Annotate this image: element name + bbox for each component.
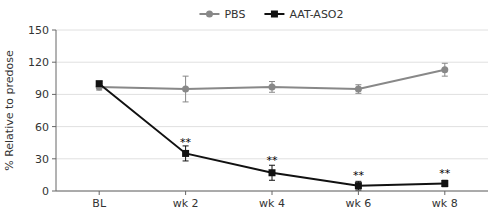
legend-item: AAT-ASO2: [264, 8, 343, 21]
y-tick: [52, 94, 56, 95]
error-cap: [269, 180, 275, 181]
chart-container: 0 30 60 90 120 150 BL wk 2 wk 4 wk 6 wk 8 % Relativ…: [0, 0, 500, 215]
y-tick-label: 90: [35, 88, 49, 101]
error-bar: [442, 180, 448, 186]
y-tick: [52, 158, 56, 159]
x-tick: [272, 191, 273, 195]
significance-label: **: [180, 136, 192, 149]
error-bar: [442, 63, 448, 76]
significance-label: **: [267, 154, 279, 167]
y-tick-label: 0: [42, 185, 49, 198]
error-cap: [183, 160, 189, 161]
significance-label: **: [353, 169, 365, 182]
x-tick: [358, 191, 359, 195]
grid-line: [56, 62, 488, 63]
y-tick: [52, 62, 56, 63]
error-cap: [269, 92, 275, 93]
y-tick-label: 120: [28, 56, 49, 69]
legend-label: PBS: [224, 8, 245, 21]
y-tick: [52, 126, 56, 127]
error-cap: [355, 189, 361, 190]
legend-swatch-marker: [271, 11, 278, 18]
grid-line: [56, 94, 488, 95]
x-tick-label: wk 2: [173, 197, 199, 210]
x-tick: [185, 191, 186, 195]
significance-label: **: [439, 167, 451, 180]
point-marker: [355, 86, 362, 93]
point-marker: [355, 182, 362, 189]
error-bar: [355, 85, 361, 94]
y-tick-label: 60: [35, 121, 49, 134]
error-bar: [269, 82, 275, 93]
legend: PBS AAT-ASO2: [199, 8, 343, 21]
point-marker: [182, 150, 189, 157]
grid-line: [56, 30, 488, 31]
point-marker: [269, 83, 276, 90]
chart: 0 30 60 90 120 150 BL wk 2 wk 4 wk 6 wk 8 % Relativ…: [0, 0, 500, 215]
x-tick-label: wk 6: [345, 197, 371, 210]
annotations: ** ** ** **: [180, 136, 451, 182]
axes: 0 30 60 90 120 150 BL wk 2 wk 4 wk 6 wk 8: [28, 24, 488, 210]
y-tick-label: 150: [28, 24, 49, 37]
grid-line: [56, 126, 488, 127]
x-tick-label: wk 4: [259, 197, 285, 210]
y-axis-line: [56, 30, 57, 191]
error-cap: [183, 76, 189, 77]
legend-swatch-marker: [206, 11, 213, 18]
point-marker: [269, 169, 276, 176]
x-tick-label: wk 8: [432, 197, 458, 210]
x-tick: [444, 191, 445, 195]
error-bar: [269, 165, 275, 180]
y-axis-label: % Relative to predose: [3, 50, 16, 171]
point-marker: [441, 180, 448, 187]
error-cap: [442, 63, 448, 64]
x-tick: [99, 191, 100, 195]
legend-label: AAT-ASO2: [289, 8, 343, 21]
point-marker: [182, 86, 189, 93]
y-tick: [52, 30, 56, 31]
error-cap: [355, 93, 361, 94]
point-marker: [441, 66, 448, 73]
series-line: [99, 84, 445, 186]
error-cap: [355, 84, 361, 85]
x-tick-label: BL: [92, 197, 107, 210]
y-tick-label: 30: [35, 153, 49, 166]
point-marker: [96, 80, 103, 87]
plot-data: [96, 63, 449, 190]
error-cap: [183, 101, 189, 102]
legend-item: PBS: [199, 8, 245, 21]
y-tick: [52, 191, 56, 192]
error-cap: [269, 81, 275, 82]
error-bar: [355, 181, 361, 190]
error-bar: [183, 76, 189, 102]
error-cap: [442, 76, 448, 77]
